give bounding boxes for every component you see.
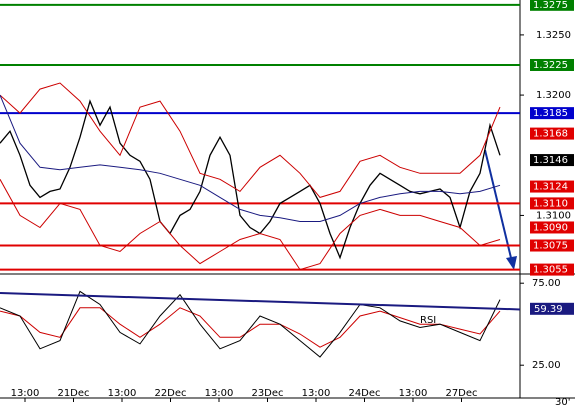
level-label: 1.3146 [533,155,568,166]
level-box [530,107,574,120]
arrow [484,149,513,263]
x-tick-label: 13:00 [11,388,40,399]
level-label: 1.3075 [533,241,568,252]
level-box [530,127,574,140]
x-tick-label: 27Dec [445,388,477,399]
rsi-last-label: 59.39 [534,304,563,315]
level-box [530,58,574,71]
rsi-name: RSI [420,315,436,326]
level-label: 1.3055 [533,265,568,276]
rsi-line [0,290,501,358]
arrow-head [506,256,517,270]
x-tick-label: 13:00 [205,388,234,399]
trendline [0,292,521,311]
x-tick-label: 22Dec [154,388,186,399]
level-label: 1.3124 [533,182,568,193]
timeframe: 30' [555,397,570,405]
price-line [0,82,501,198]
y-tick-label: 1.3250 [536,30,571,41]
y-tick-label: 1.3100 [536,210,571,221]
level-box [530,154,574,167]
level-label: 1.3185 [533,108,568,119]
rsi-tick-label: 75.00 [532,278,561,289]
level-box [530,0,574,11]
level-label: 1.3275 [533,0,568,11]
x-tick-label: 21Dec [57,388,89,399]
level-box [530,239,574,252]
level-label: 1.3090 [533,222,568,233]
x-tick-label: 23Dec [251,388,283,399]
y-tick-label: 1.3200 [536,90,571,101]
x-tick-label: 13:00 [108,388,137,399]
price-line [0,179,501,271]
level-box [530,180,574,193]
x-tick-label: 24Dec [348,388,380,399]
rsi-signal [0,307,501,348]
level-box [530,221,574,234]
rsi-last-box [530,302,574,315]
level-label: 1.3168 [533,129,568,140]
level-label: 1.3225 [533,60,568,71]
level-box [530,263,574,276]
x-tick-label: 13:00 [302,388,331,399]
price-line [0,99,501,260]
x-tick-label: 13:00 [399,388,428,399]
rsi-tick-label: 25.00 [532,360,561,371]
level-box [530,197,574,210]
level-label: 1.3110 [533,198,568,209]
price-line [0,94,501,222]
